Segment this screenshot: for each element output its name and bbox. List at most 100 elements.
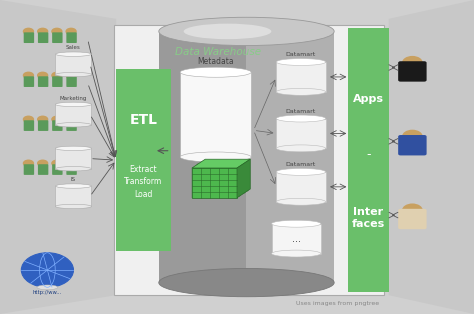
Polygon shape bbox=[192, 168, 237, 198]
Text: Extract
Transform
Load: Extract Transform Load bbox=[124, 165, 163, 199]
Text: Uses images from pngtree: Uses images from pngtree bbox=[296, 301, 379, 306]
Bar bbox=[348, 28, 389, 292]
Polygon shape bbox=[389, 0, 474, 314]
Ellipse shape bbox=[184, 24, 271, 39]
Circle shape bbox=[37, 160, 48, 167]
Text: ETL: ETL bbox=[129, 113, 157, 127]
Polygon shape bbox=[192, 168, 237, 198]
Text: -: - bbox=[366, 148, 371, 161]
Ellipse shape bbox=[272, 250, 321, 257]
FancyBboxPatch shape bbox=[38, 120, 48, 131]
Bar bbox=[159, 31, 334, 283]
Bar bbox=[55, 104, 91, 125]
FancyBboxPatch shape bbox=[38, 164, 48, 175]
Bar bbox=[114, 25, 384, 295]
Circle shape bbox=[37, 72, 48, 79]
Text: Inter
faces: Inter faces bbox=[352, 207, 385, 229]
FancyBboxPatch shape bbox=[52, 32, 63, 43]
Circle shape bbox=[51, 160, 63, 167]
Ellipse shape bbox=[55, 72, 91, 77]
FancyBboxPatch shape bbox=[38, 76, 48, 87]
Circle shape bbox=[65, 72, 77, 79]
Ellipse shape bbox=[55, 52, 91, 57]
Bar bbox=[276, 62, 326, 92]
Circle shape bbox=[37, 116, 48, 123]
Bar bbox=[55, 54, 91, 74]
FancyBboxPatch shape bbox=[24, 164, 34, 175]
Text: Sales: Sales bbox=[66, 46, 81, 50]
Bar bbox=[276, 119, 326, 149]
Polygon shape bbox=[0, 0, 116, 314]
FancyBboxPatch shape bbox=[24, 76, 34, 87]
Text: Datamart: Datamart bbox=[286, 162, 316, 167]
Ellipse shape bbox=[180, 152, 251, 162]
Polygon shape bbox=[195, 166, 240, 196]
Circle shape bbox=[65, 28, 77, 35]
FancyBboxPatch shape bbox=[66, 120, 77, 131]
FancyBboxPatch shape bbox=[38, 32, 48, 43]
Circle shape bbox=[65, 160, 77, 167]
Ellipse shape bbox=[55, 102, 91, 107]
Ellipse shape bbox=[55, 184, 91, 188]
Circle shape bbox=[402, 130, 423, 143]
Bar bbox=[55, 148, 91, 169]
Circle shape bbox=[37, 28, 48, 35]
Ellipse shape bbox=[276, 145, 326, 152]
FancyBboxPatch shape bbox=[52, 164, 63, 175]
Circle shape bbox=[23, 72, 34, 79]
Text: Datamart: Datamart bbox=[286, 109, 316, 114]
Polygon shape bbox=[197, 165, 242, 194]
FancyBboxPatch shape bbox=[66, 164, 77, 175]
Ellipse shape bbox=[276, 168, 326, 175]
FancyBboxPatch shape bbox=[66, 76, 77, 87]
Circle shape bbox=[21, 253, 73, 287]
Circle shape bbox=[23, 28, 34, 35]
Text: http://ww...: http://ww... bbox=[33, 290, 62, 295]
Text: Datamart: Datamart bbox=[286, 52, 316, 57]
Text: ...: ... bbox=[292, 234, 301, 244]
Circle shape bbox=[65, 116, 77, 123]
Polygon shape bbox=[237, 159, 250, 198]
FancyBboxPatch shape bbox=[66, 32, 77, 43]
Text: Metadata: Metadata bbox=[197, 57, 234, 66]
Ellipse shape bbox=[180, 67, 251, 77]
Circle shape bbox=[23, 116, 34, 123]
FancyBboxPatch shape bbox=[24, 32, 34, 43]
Text: Marketing: Marketing bbox=[60, 96, 87, 100]
Bar bbox=[55, 186, 91, 207]
Text: Data Warehouse: Data Warehouse bbox=[175, 47, 261, 57]
Ellipse shape bbox=[272, 220, 321, 227]
Text: Apps: Apps bbox=[353, 95, 384, 105]
Ellipse shape bbox=[55, 204, 91, 208]
Bar bbox=[246, 31, 334, 283]
FancyBboxPatch shape bbox=[398, 209, 427, 229]
Circle shape bbox=[51, 72, 63, 79]
Ellipse shape bbox=[159, 17, 334, 46]
Bar bbox=[180, 72, 251, 157]
Ellipse shape bbox=[37, 285, 58, 290]
Ellipse shape bbox=[276, 115, 326, 122]
FancyBboxPatch shape bbox=[52, 76, 63, 87]
Circle shape bbox=[51, 116, 63, 123]
Circle shape bbox=[402, 56, 423, 70]
Ellipse shape bbox=[55, 166, 91, 171]
Circle shape bbox=[51, 28, 63, 35]
FancyBboxPatch shape bbox=[398, 61, 427, 82]
Ellipse shape bbox=[55, 146, 91, 151]
Polygon shape bbox=[200, 163, 245, 192]
Ellipse shape bbox=[276, 58, 326, 66]
Ellipse shape bbox=[276, 88, 326, 95]
Circle shape bbox=[23, 160, 34, 167]
Text: IS: IS bbox=[71, 177, 76, 182]
Ellipse shape bbox=[55, 122, 91, 127]
Bar bbox=[272, 224, 321, 254]
Ellipse shape bbox=[159, 268, 334, 297]
FancyBboxPatch shape bbox=[24, 120, 34, 131]
Bar bbox=[116, 69, 171, 251]
Ellipse shape bbox=[276, 198, 326, 205]
Polygon shape bbox=[192, 159, 250, 168]
FancyBboxPatch shape bbox=[52, 120, 63, 131]
Polygon shape bbox=[202, 161, 247, 191]
Bar bbox=[276, 172, 326, 202]
Circle shape bbox=[402, 203, 423, 217]
